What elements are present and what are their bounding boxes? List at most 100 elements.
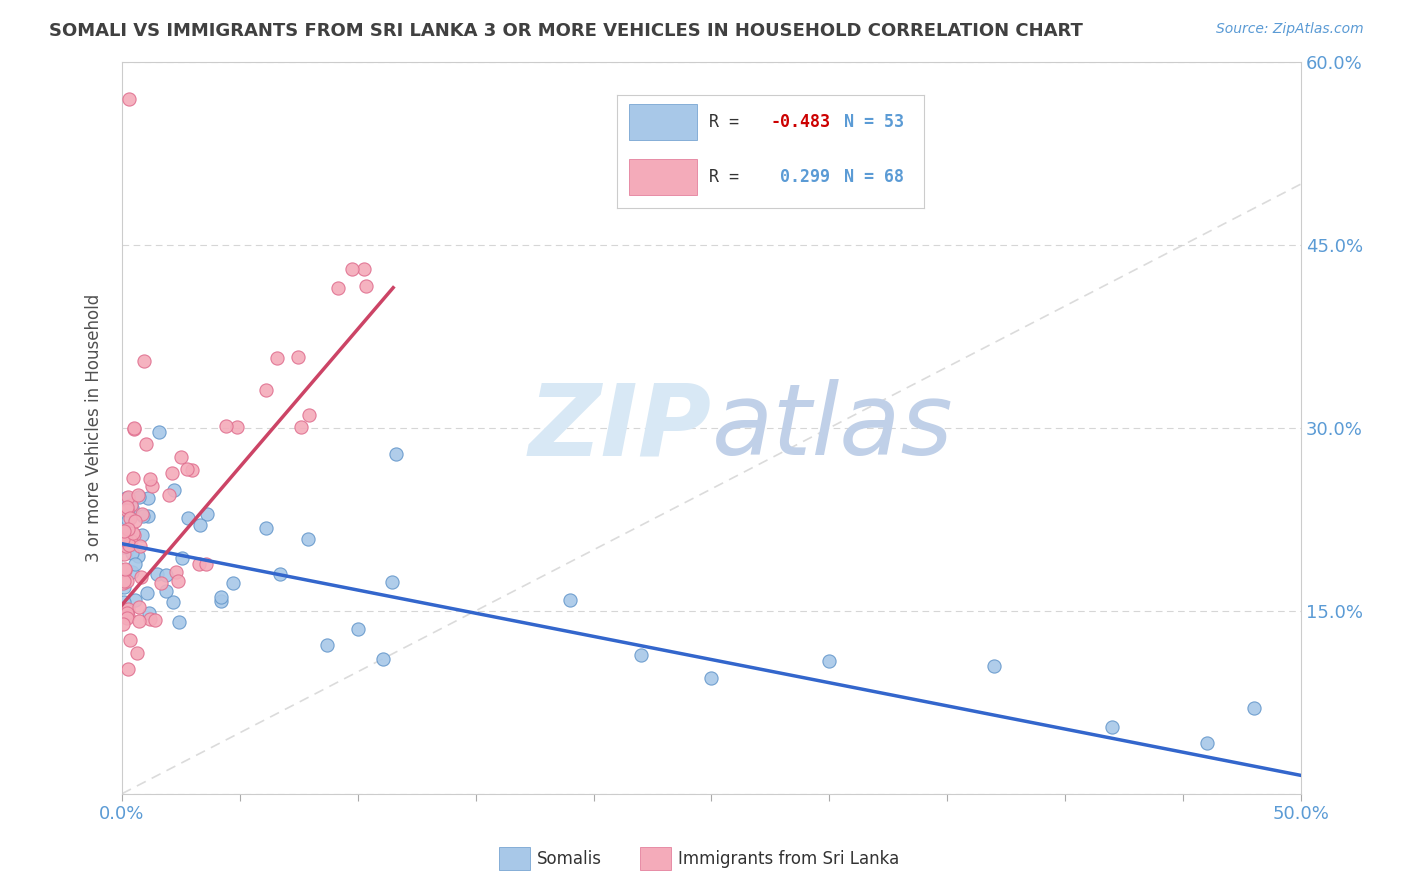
- Point: [983, 658, 1005, 673]
- Point: [146, 566, 169, 581]
- Point: [385, 447, 408, 461]
- Point: [209, 594, 232, 608]
- Point: [121, 566, 143, 580]
- Point: [371, 651, 394, 665]
- Point: [112, 595, 135, 609]
- Point: [148, 425, 170, 440]
- Point: [112, 616, 135, 631]
- Point: [297, 409, 319, 423]
- Point: [195, 558, 218, 572]
- Point: [136, 491, 159, 505]
- Point: [117, 490, 139, 504]
- Point: [211, 590, 233, 604]
- Point: [115, 574, 138, 588]
- Y-axis label: 3 or more Vehicles in Household: 3 or more Vehicles in Household: [86, 293, 103, 562]
- Point: [115, 533, 138, 548]
- Point: [225, 420, 247, 434]
- Point: [131, 507, 153, 521]
- Point: [222, 575, 245, 590]
- Point: [114, 562, 136, 576]
- Point: [128, 490, 150, 504]
- Point: [112, 574, 135, 589]
- Point: [127, 549, 149, 563]
- Point: [818, 654, 841, 668]
- Point: [157, 488, 180, 502]
- Text: Somalis: Somalis: [537, 850, 602, 868]
- Point: [128, 599, 150, 614]
- Text: SOMALI VS IMMIGRANTS FROM SRI LANKA 3 OR MORE VEHICLES IN HOUSEHOLD CORRELATION : SOMALI VS IMMIGRANTS FROM SRI LANKA 3 OR…: [49, 22, 1083, 40]
- Point: [115, 500, 138, 514]
- Point: [141, 479, 163, 493]
- Point: [188, 557, 211, 571]
- Point: [176, 461, 198, 475]
- Point: [162, 483, 184, 497]
- Point: [122, 470, 145, 484]
- Point: [138, 607, 160, 621]
- Point: [117, 502, 139, 516]
- Point: [138, 472, 160, 486]
- Point: [124, 593, 146, 607]
- Point: [112, 547, 135, 561]
- Point: [115, 539, 138, 553]
- Point: [117, 513, 139, 527]
- Point: [315, 638, 337, 652]
- Point: [1195, 736, 1218, 750]
- Point: [115, 491, 138, 505]
- Point: [131, 528, 153, 542]
- Point: [353, 262, 375, 277]
- Point: [167, 615, 190, 630]
- Point: [112, 541, 135, 555]
- Point: [127, 488, 149, 502]
- Text: ZIP: ZIP: [529, 379, 711, 476]
- Point: [117, 609, 139, 624]
- Point: [176, 511, 198, 525]
- Point: [170, 450, 193, 464]
- Point: [118, 510, 141, 524]
- Point: [1243, 700, 1265, 714]
- Point: [129, 539, 152, 553]
- Point: [121, 546, 143, 560]
- Point: [121, 500, 143, 515]
- Point: [297, 532, 319, 546]
- Point: [128, 614, 150, 628]
- Point: [124, 514, 146, 528]
- Point: [112, 580, 135, 594]
- Point: [700, 671, 723, 685]
- Point: [135, 436, 157, 450]
- Point: [170, 551, 193, 566]
- Point: [117, 601, 139, 615]
- Point: [120, 498, 142, 512]
- Point: [115, 610, 138, 624]
- Point: [195, 507, 218, 521]
- Point: [118, 92, 141, 106]
- Point: [287, 350, 309, 364]
- Point: [125, 646, 148, 660]
- Point: [112, 532, 135, 546]
- Point: [114, 563, 136, 577]
- Point: [328, 280, 350, 294]
- Point: [181, 463, 204, 477]
- Point: [162, 595, 184, 609]
- Point: [117, 500, 139, 514]
- Point: [165, 565, 187, 579]
- Text: atlas: atlas: [711, 379, 953, 476]
- Point: [1101, 720, 1123, 734]
- Point: [115, 503, 138, 517]
- Point: [122, 422, 145, 436]
- Point: [356, 279, 378, 293]
- Point: [112, 524, 135, 539]
- Point: [266, 351, 288, 365]
- Point: [155, 568, 177, 582]
- Point: [188, 518, 211, 533]
- Point: [342, 262, 364, 277]
- Point: [117, 522, 139, 536]
- Point: [118, 538, 141, 552]
- Point: [118, 533, 141, 547]
- Point: [122, 525, 145, 540]
- Point: [155, 583, 177, 598]
- Text: Source: ZipAtlas.com: Source: ZipAtlas.com: [1216, 22, 1364, 37]
- Point: [136, 586, 159, 600]
- Point: [112, 524, 135, 538]
- Text: Immigrants from Sri Lanka: Immigrants from Sri Lanka: [678, 850, 898, 868]
- Point: [115, 528, 138, 542]
